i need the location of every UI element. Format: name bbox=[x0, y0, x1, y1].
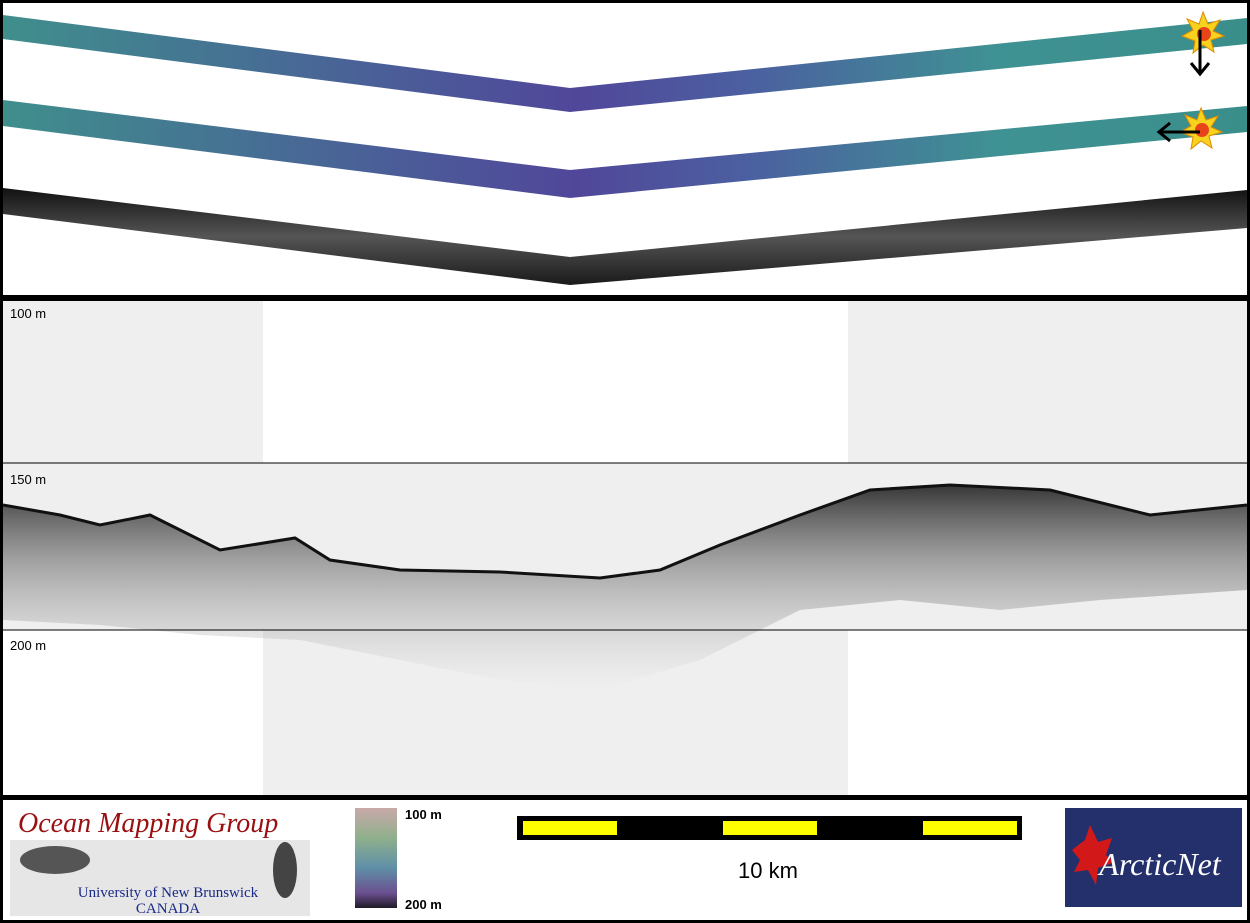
swath-3 bbox=[3, 188, 1247, 285]
partner-name: ArcticNet bbox=[1097, 846, 1222, 882]
sun-icon bbox=[1180, 10, 1226, 77]
depth-label: 200 m bbox=[10, 638, 46, 653]
maple-leaf bbox=[1072, 825, 1115, 885]
logo-university: University of New Brunswick bbox=[78, 885, 259, 901]
logo-country: CANADA bbox=[136, 901, 200, 917]
colorbar-label: 100 m bbox=[405, 807, 442, 822]
profile-shade bbox=[848, 301, 1247, 463]
scale-segment bbox=[923, 821, 1017, 835]
colorbar bbox=[355, 808, 397, 908]
swath-2 bbox=[3, 100, 1247, 198]
scale-label: 10 km bbox=[738, 858, 798, 883]
profile-shade bbox=[3, 301, 263, 463]
seabed-line bbox=[2, 483, 1248, 580]
swath-1 bbox=[3, 15, 1247, 112]
depth-label: 150 m bbox=[10, 472, 46, 487]
depth-label: 100 m bbox=[10, 306, 46, 321]
scale-segment bbox=[723, 821, 817, 835]
sun-icon bbox=[1156, 106, 1224, 151]
logo-title: Ocean Mapping Group bbox=[18, 808, 278, 839]
logo-image bbox=[20, 846, 90, 874]
scale-segment bbox=[523, 821, 617, 835]
colorbar-label: 200 m bbox=[405, 897, 442, 912]
sub-bottom bbox=[3, 485, 1247, 690]
logo-image bbox=[273, 842, 297, 898]
